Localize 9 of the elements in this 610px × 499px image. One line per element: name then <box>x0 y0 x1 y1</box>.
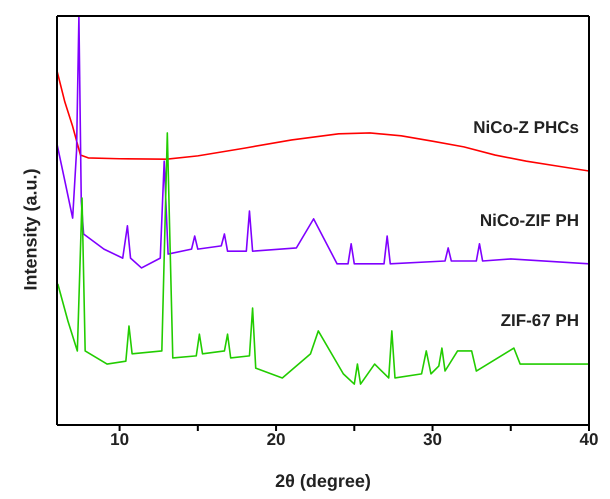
x-axis-title: 2θ (degree) <box>275 471 371 491</box>
x-tick-label: 40 <box>580 430 598 450</box>
series-label: NiCo-ZIF PH <box>480 210 579 230</box>
series-label: NiCo-Z PHCs <box>473 118 579 138</box>
x-tick-label: 30 <box>423 430 442 450</box>
y-axis-title: Intensity (a.u.) <box>20 168 40 290</box>
x-tick-label: 20 <box>266 430 286 450</box>
series-label: ZIF-67 PH <box>500 311 579 330</box>
x-tick-label: 10 <box>110 430 130 450</box>
